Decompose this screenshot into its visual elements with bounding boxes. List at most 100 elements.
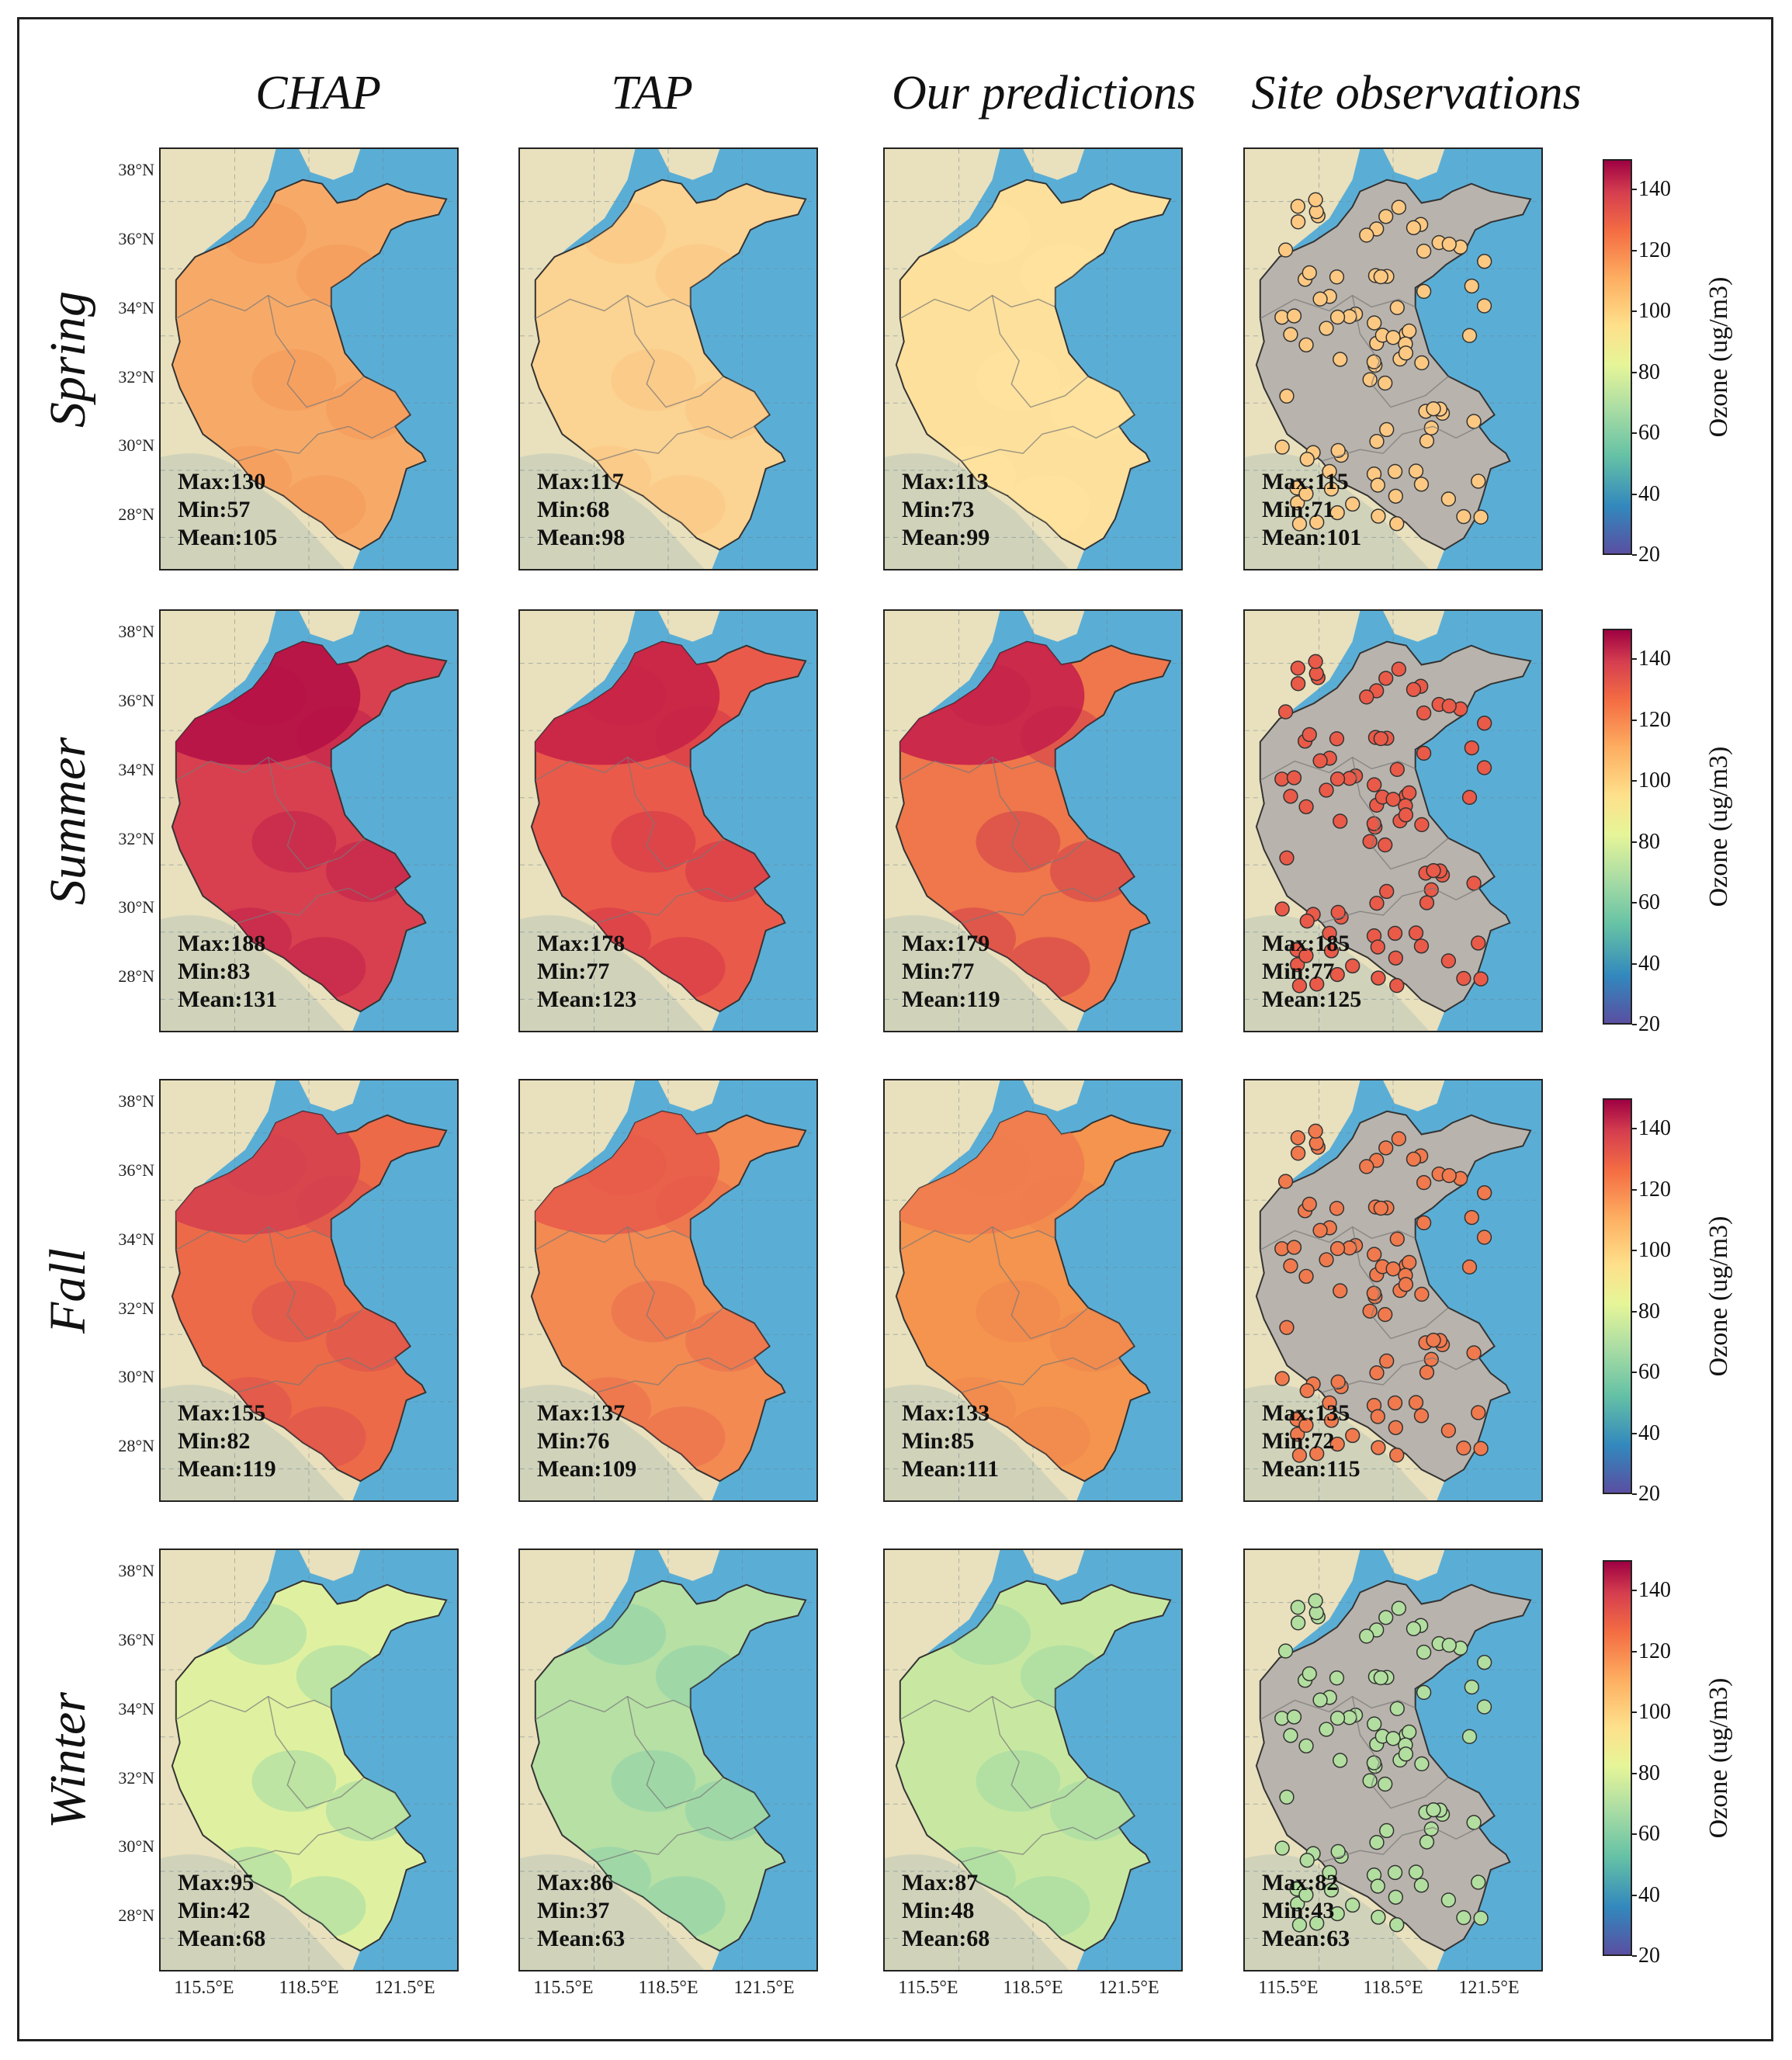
season-title: Winter xyxy=(40,1691,96,1829)
site-marker xyxy=(1302,265,1317,281)
stat-max: Max:179 xyxy=(902,931,990,956)
site-marker xyxy=(1345,1897,1360,1913)
province-boundary xyxy=(267,1226,365,1340)
site-marker xyxy=(1471,473,1486,489)
site-marker xyxy=(1312,1222,1328,1238)
site-marker xyxy=(1464,1209,1479,1226)
colorbar-tickmark xyxy=(1632,310,1637,313)
site-marker xyxy=(1322,925,1337,942)
site-marker xyxy=(1319,321,1334,336)
site-marker xyxy=(1290,661,1305,676)
site-marker xyxy=(1441,698,1457,714)
site-marker xyxy=(1290,495,1305,511)
site-marker xyxy=(1359,1628,1374,1644)
site-marker xyxy=(1426,1332,1441,1348)
site-marker xyxy=(1367,777,1382,792)
province-boundary xyxy=(1351,757,1449,870)
site-marker xyxy=(1378,837,1393,853)
site-marker xyxy=(1402,323,1417,339)
site-marker xyxy=(1369,1365,1385,1381)
site-marker xyxy=(1290,1146,1306,1161)
latitude-label: 38°N xyxy=(118,1091,154,1111)
site-marker xyxy=(1371,970,1386,986)
colorbar-tickmark xyxy=(1632,841,1637,843)
stat-min: Min:85 xyxy=(902,1428,975,1454)
stat-mean: Mean:68 xyxy=(178,1926,266,1951)
hotspot xyxy=(685,378,770,441)
site-marker xyxy=(1388,1420,1403,1435)
site-marker xyxy=(1414,1756,1430,1772)
site-marker xyxy=(1402,785,1417,801)
province-boundary xyxy=(899,1226,1056,1251)
study-region xyxy=(1255,640,1532,1013)
site-marker xyxy=(1345,1427,1360,1444)
site-marker xyxy=(1419,1834,1435,1850)
land-area-north xyxy=(299,611,361,642)
site-marker xyxy=(1286,1240,1302,1255)
site-marker xyxy=(1419,895,1435,910)
colorbar-tickmark xyxy=(1632,1024,1637,1025)
stat-max: Max:87 xyxy=(902,1870,979,1895)
site-marker xyxy=(1416,745,1432,761)
site-marker xyxy=(1389,515,1405,532)
colorbar-tick-label: 120 xyxy=(1638,1639,1671,1663)
site-marker xyxy=(1416,243,1432,259)
hotspot xyxy=(325,1309,411,1372)
hotspot xyxy=(1049,1779,1135,1842)
site-marker xyxy=(1464,1679,1479,1695)
land-area-north xyxy=(1023,1550,1085,1581)
site-marker xyxy=(1274,439,1290,455)
province-boundary xyxy=(535,1695,691,1721)
map-svg xyxy=(161,1550,457,1970)
land-area-north xyxy=(658,1550,720,1581)
map-svg xyxy=(520,1550,816,1970)
map-svg xyxy=(1245,149,1541,569)
province-boundary xyxy=(596,1357,755,1393)
colorbar-tickmark xyxy=(1632,1833,1637,1836)
latitude-label: 28°N xyxy=(118,1436,154,1456)
site-marker xyxy=(1286,770,1302,786)
site-marker xyxy=(1299,451,1315,467)
terrain-shading xyxy=(885,453,1069,569)
study-region xyxy=(530,1580,807,1952)
site-marker xyxy=(1406,681,1422,698)
site-marker xyxy=(1308,192,1323,207)
latitude-label: 34°N xyxy=(118,1229,154,1249)
stat-max: Max:188 xyxy=(178,931,266,956)
site-marker xyxy=(1302,1666,1317,1682)
land-area-north xyxy=(1023,1080,1085,1111)
study-region xyxy=(895,179,1172,551)
stats-box: Max:135 Min:72 Mean:115 xyxy=(1262,1399,1360,1483)
site-marker xyxy=(1359,1159,1374,1174)
site-marker xyxy=(1379,883,1395,900)
stat-min: Min:73 xyxy=(902,497,975,522)
province-boundary xyxy=(1351,1226,1449,1340)
colorbar-tick-label: 20 xyxy=(1638,1012,1660,1036)
map-panel: Max:155 Min:82 Mean:119 xyxy=(159,1079,459,1502)
site-marker xyxy=(1373,1670,1388,1686)
stat-min: Min:71 xyxy=(1262,497,1335,522)
site-marker xyxy=(1333,1283,1348,1299)
map-panel: Max:133 Min:85 Mean:111 xyxy=(883,1079,1183,1502)
site-marker xyxy=(1398,807,1414,823)
province-boundary xyxy=(237,887,396,924)
site-marker xyxy=(1291,978,1308,994)
stat-min: Min:72 xyxy=(1262,1428,1335,1454)
hotspot xyxy=(685,840,770,903)
site-marker xyxy=(1379,421,1395,438)
site-marker xyxy=(1416,1215,1432,1231)
study-region xyxy=(171,179,448,551)
site-marker xyxy=(1290,199,1305,214)
colorbar-tickmark xyxy=(1632,902,1637,904)
site-marker xyxy=(1291,1917,1308,1933)
site-marker xyxy=(1406,220,1422,236)
colorbar-tick-label: 60 xyxy=(1638,1360,1660,1385)
season-title: Summer xyxy=(40,737,96,905)
province-boundary xyxy=(1321,425,1480,462)
land-area-north xyxy=(1023,611,1085,642)
stat-min: Min:68 xyxy=(537,497,610,522)
colorbar-tick-label: 40 xyxy=(1638,481,1660,506)
site-marker xyxy=(1391,661,1407,677)
longitude-label: 118.5°E xyxy=(638,1978,698,1998)
site-marker xyxy=(1378,1306,1393,1323)
